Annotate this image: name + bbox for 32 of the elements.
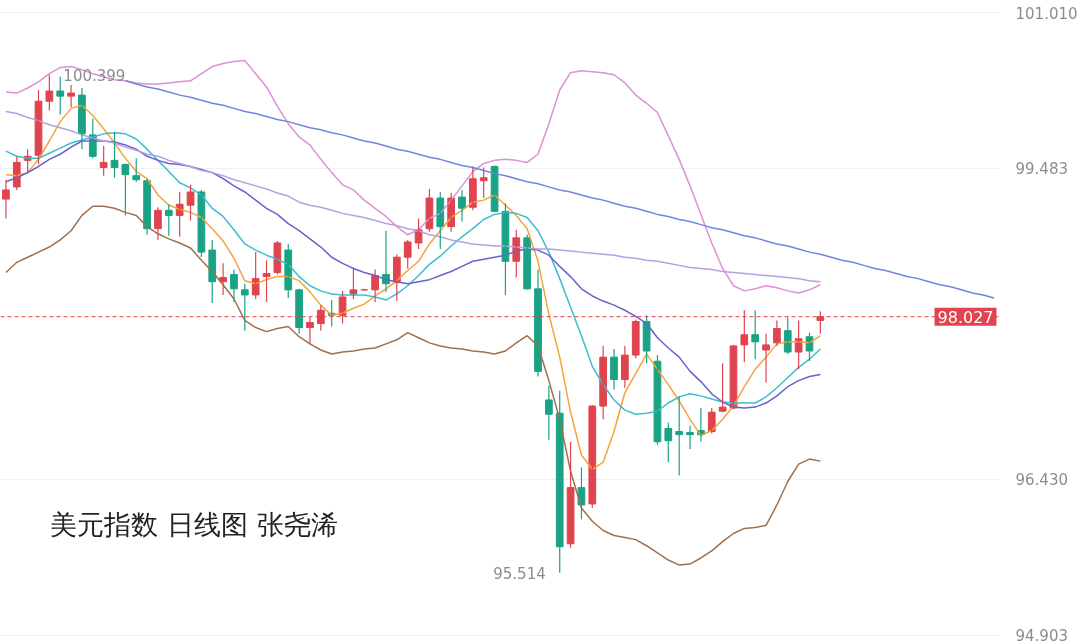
candlestick [121,162,130,217]
line-series [5,110,822,283]
candlestick [675,395,684,476]
annotation: 95.514 [493,564,546,583]
candlestick [99,145,108,177]
candlestick [34,89,43,166]
candlestick [718,362,727,413]
candlestick [751,309,760,360]
candlestick [479,166,488,199]
candlestick [67,84,75,108]
line-series [124,80,995,299]
line-series [5,104,822,471]
candlestick [132,157,141,183]
candlestick [664,421,673,463]
line-series [5,59,822,294]
line-series [5,205,822,566]
candlestick [262,259,271,303]
y-tick-label: 101.010 [1015,4,1078,23]
y-tick-label: 99.483 [1015,160,1068,179]
text: 美元指数 日线图 张尧浠 [50,509,338,541]
ref-line-label: 98.027 [937,307,994,327]
candlestick [56,76,65,116]
candlestick [403,239,412,270]
candlestick [566,441,575,549]
candlestick [110,132,119,179]
y-tick-label: 94.903 [1015,627,1068,643]
candlestick [240,283,249,332]
candlestick [631,318,640,359]
y-tick-label: 96.430 [1015,471,1068,490]
candlestick [45,74,54,112]
candlestick [164,203,173,237]
candlestick [186,184,195,222]
